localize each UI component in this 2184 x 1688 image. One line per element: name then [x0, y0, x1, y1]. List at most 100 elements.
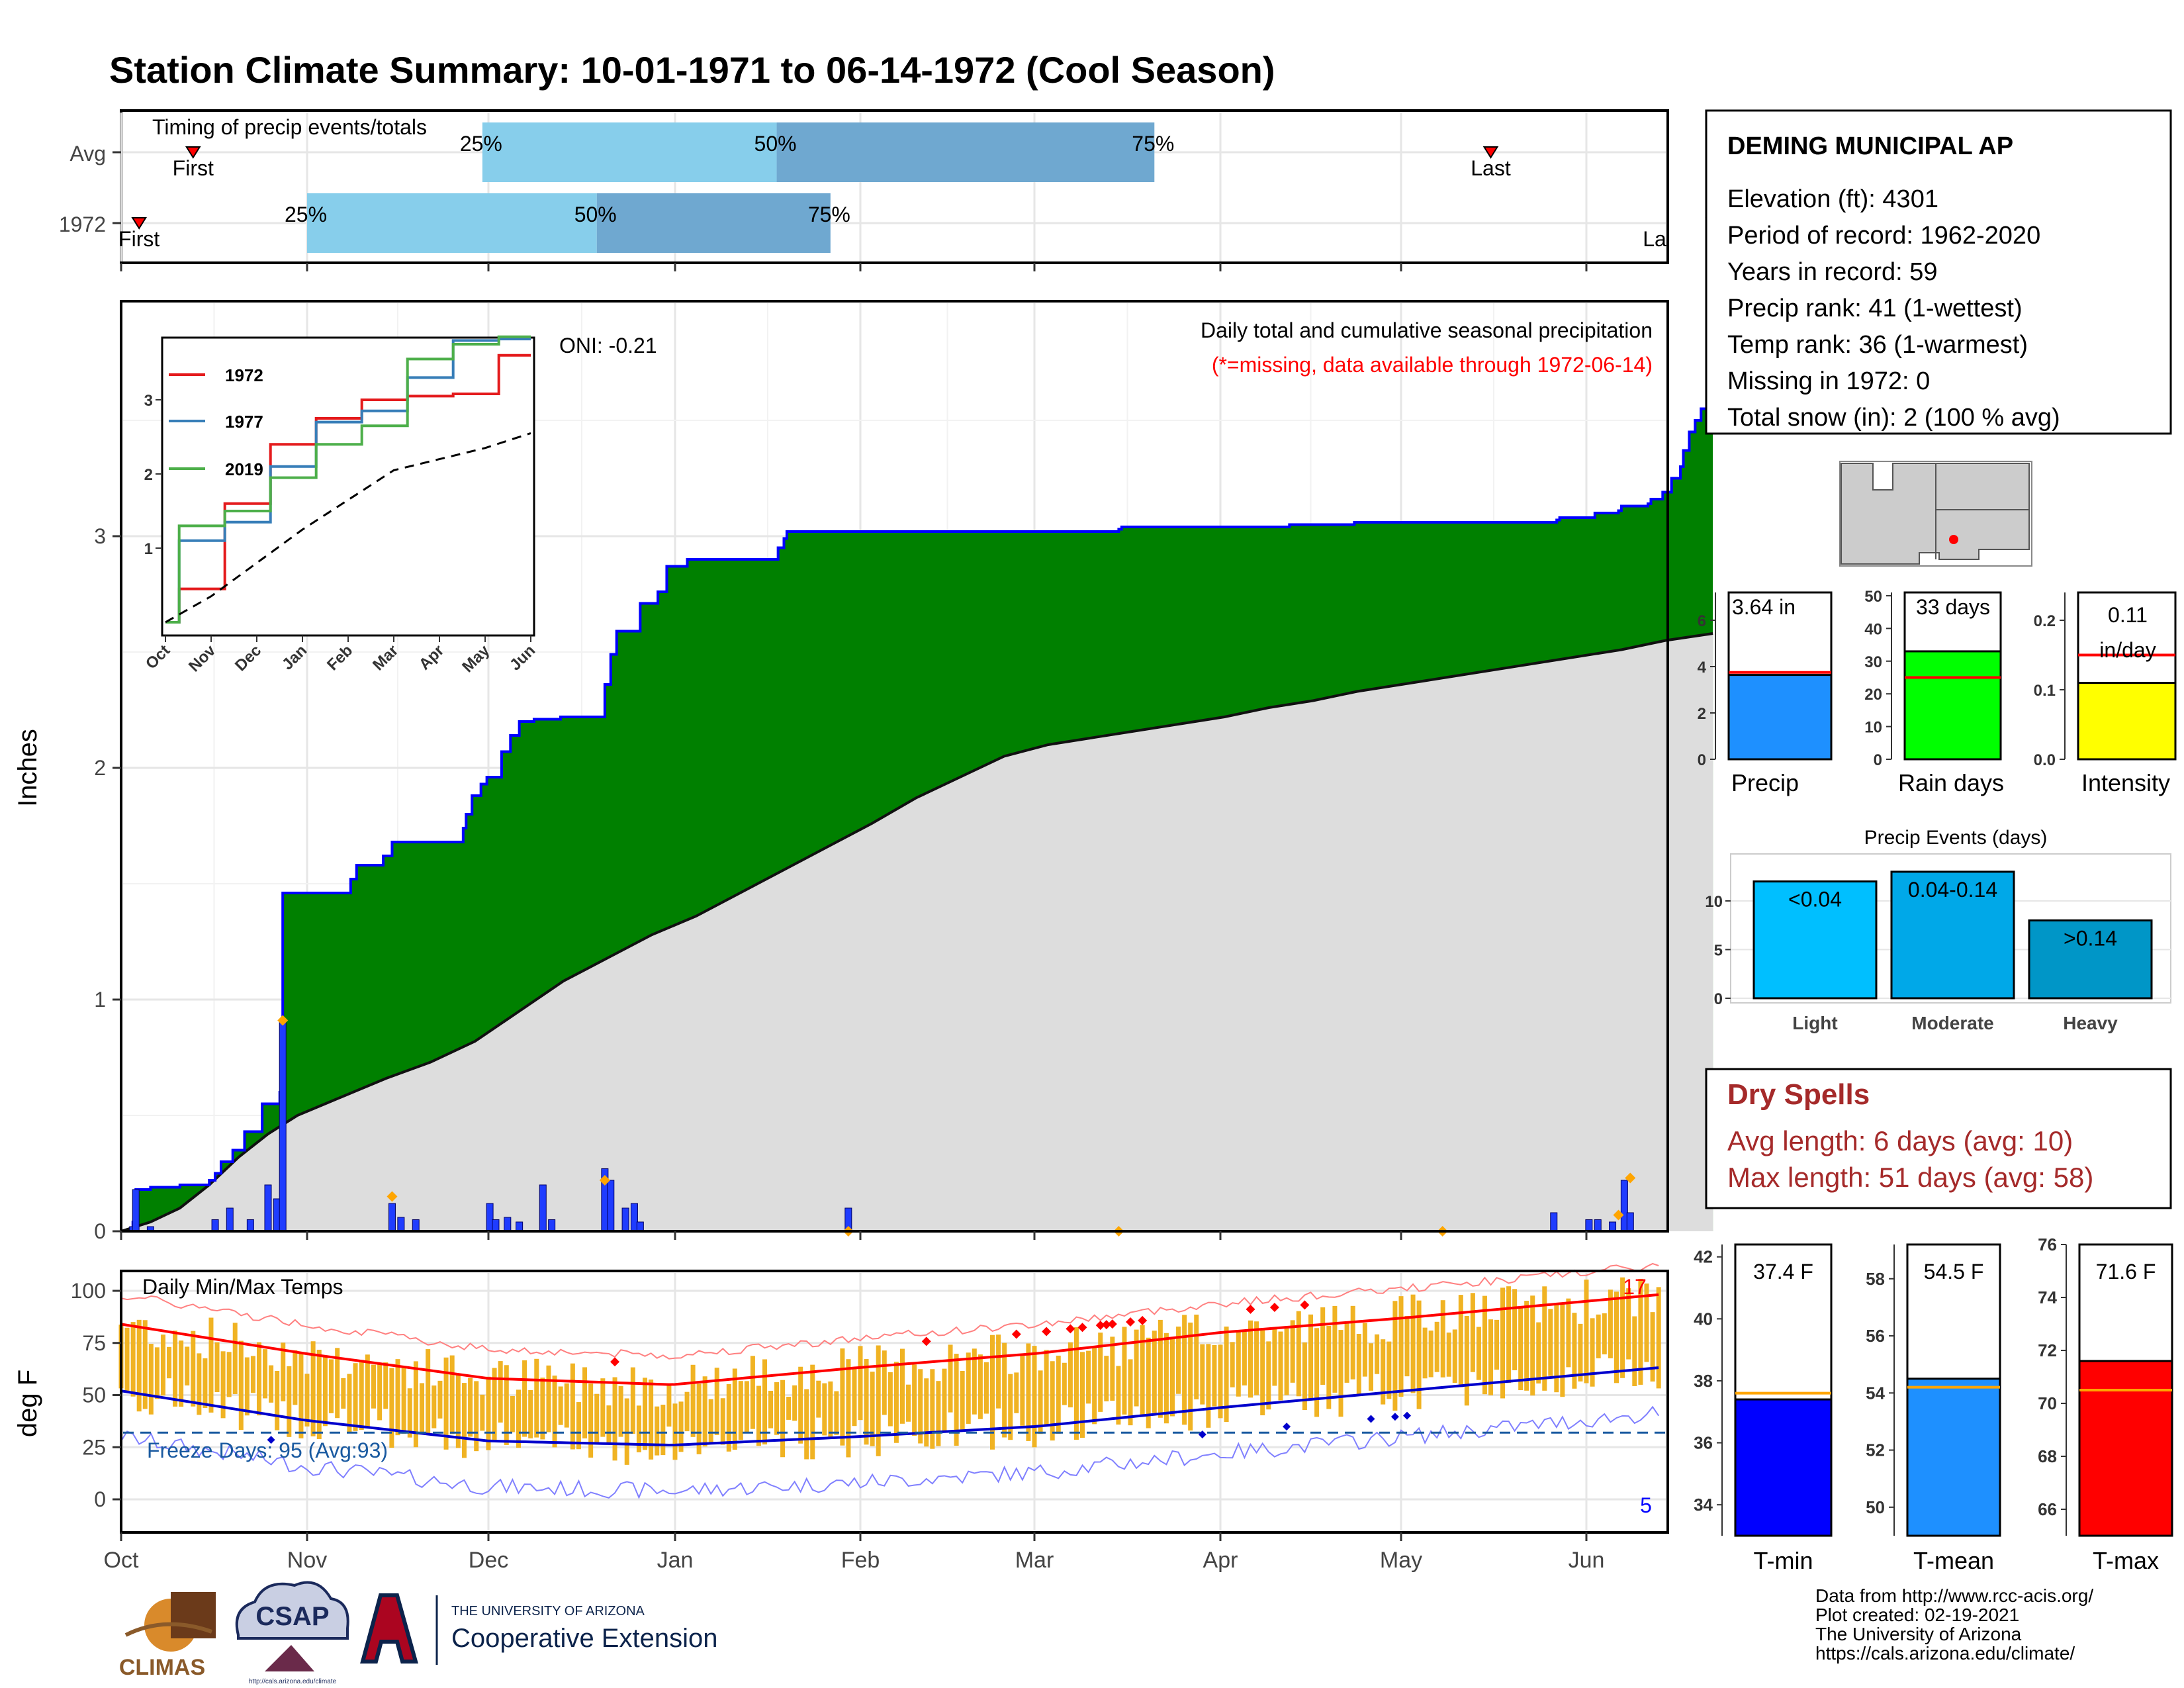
daily-temp-bar [395, 1359, 400, 1436]
timing-first-marker-1972 [131, 217, 147, 230]
daily-temp-bar [208, 1317, 214, 1413]
raindays-ytick-label-4: 40 [1864, 620, 1882, 638]
daily-temp-bar [377, 1364, 383, 1421]
daily-temp-bar [1464, 1315, 1469, 1406]
daily-precip-bar [504, 1217, 512, 1232]
events-ytick-label-5: 5 [1714, 942, 1723, 960]
temp-ytick-label-50: 50 [82, 1383, 106, 1407]
daily-temp-bar [702, 1376, 707, 1447]
daily-temp-bar [1608, 1289, 1613, 1358]
timing-pct-label-1972-2: 75% [808, 203, 850, 226]
daily-temp-bar [1410, 1294, 1416, 1393]
daily-temp-bar [1278, 1331, 1283, 1401]
daily-temp-bar [468, 1378, 473, 1437]
daily-precip-bar [388, 1203, 396, 1232]
daily-precip-bar [264, 1184, 272, 1232]
station-line-period: Period of record: 1962-2020 [1727, 222, 2040, 250]
precip-legend-line1: Daily total and cumulative seasonal prec… [1201, 318, 1653, 342]
daily-temp-bar [978, 1354, 983, 1419]
record-low-marker [1283, 1423, 1291, 1431]
inset-legend: 1972 1977 2019 [169, 365, 263, 479]
daily-temp-bar [828, 1381, 833, 1439]
tbar-T-max-ytick-label-66: 66 [2038, 1499, 2057, 1519]
daily-temp-bar [1362, 1323, 1367, 1377]
daily-temp-bar [1128, 1359, 1133, 1426]
daily-temp-bar [1620, 1277, 1625, 1378]
timing-bar-50-75-Avg [776, 122, 1155, 182]
events-ytick-label-0: 0 [1714, 990, 1723, 1008]
daily-temp-bar [1506, 1286, 1512, 1383]
daily-temp-bar [660, 1405, 666, 1456]
tbar-T-mean-label: T-mean [1913, 1547, 1994, 1574]
tbar-T-mean-ytick-label-54: 54 [1866, 1383, 1885, 1403]
ua-logo: THE UNIVERSITY OF ARIZONA Cooperative Ex… [360, 1593, 717, 1665]
precip-panel: 0 1 2 3 Inches ONI: -0.21 Daily total and c… [13, 300, 1715, 1243]
ua-big-text: Cooperative Extension [451, 1624, 717, 1653]
events-bar-value-moderate: 0.04-0.14 [1908, 878, 1997, 902]
events-bar-light [1752, 880, 1878, 1000]
daily-temp-bar [942, 1368, 947, 1432]
daily-temp-bar [413, 1361, 418, 1448]
precip-ytick-label-3: 6 [1698, 612, 1706, 630]
precip-legend-line2: (*=missing, data available through 1972-… [1212, 353, 1653, 377]
daily-temp-bar [1110, 1336, 1115, 1401]
timing-first-label-1972: First [118, 227, 159, 251]
daily-temp-bar [365, 1354, 370, 1428]
daily-temp-bar [1392, 1301, 1398, 1411]
daily-temp-bar [960, 1371, 965, 1432]
daily-temp-bar [1236, 1332, 1241, 1397]
daily-temp-bar [420, 1383, 425, 1432]
raindays-ytick-label-5: 50 [1864, 588, 1882, 606]
daily-temp-bar [238, 1340, 244, 1430]
daily-temp-bar [443, 1357, 449, 1450]
daily-temp-bar [203, 1358, 208, 1408]
daily-temp-bar [1272, 1327, 1277, 1386]
tbar-T-min-bar [1734, 1398, 1833, 1537]
timing-last-label-Avg: Last [1471, 156, 1511, 180]
daily-temp-bar [1080, 1352, 1085, 1438]
record-high-marker [1126, 1317, 1136, 1327]
daily-temp-bar [455, 1375, 461, 1448]
temps-frame [120, 1270, 1669, 1534]
daily-temp-bar [570, 1363, 575, 1450]
timing-title: Timing of precip events/totals [152, 115, 427, 139]
daily-temp-bar [918, 1369, 923, 1444]
daily-temp-bar [678, 1401, 684, 1452]
record-low-marker [1367, 1415, 1375, 1423]
tbar-T-min-label: T-min [1754, 1547, 1813, 1574]
locator-map [1839, 461, 2032, 567]
daily-temp-bar [906, 1384, 911, 1422]
daily-temp-bar [437, 1380, 443, 1419]
record-high-marker [610, 1357, 620, 1367]
daily-precip-bar [226, 1207, 234, 1232]
precip-ytick-label-1: 1 [94, 988, 106, 1011]
daily-temp-bar [636, 1405, 641, 1452]
daily-temp-bar [179, 1340, 184, 1407]
daily-temp-bar [329, 1359, 334, 1413]
daily-temp-bar [389, 1368, 394, 1448]
daily-temp-bar [341, 1378, 346, 1409]
daily-precip-bar [1585, 1219, 1593, 1232]
daily-temp-bar [876, 1345, 881, 1456]
daily-temp-bar [486, 1376, 491, 1450]
daily-temp-bar [1163, 1333, 1169, 1424]
daily-temp-bar [1020, 1356, 1025, 1426]
daily-temp-bar [1560, 1304, 1565, 1397]
events-bar-moderate [1890, 870, 2015, 1000]
daily-temp-bar [822, 1383, 827, 1436]
daily-temp-bar [1344, 1323, 1349, 1383]
events-bar-value-light: <0.04 [1788, 888, 1842, 912]
daily-temp-bar [600, 1378, 606, 1437]
raindays-bar [1903, 650, 2002, 761]
timing-panel: 25% 50% 75% First Last 25% 50% 75% First La Timin… [59, 109, 1721, 271]
snow-marker [277, 1015, 289, 1026]
tbar-T-max-ytick-label-76: 76 [2038, 1235, 2057, 1254]
inset-legend-1972: 1972 [225, 365, 263, 385]
daily-temp-bar [226, 1352, 232, 1397]
record-high-marker [1095, 1321, 1105, 1331]
record-high-line [120, 1262, 1659, 1360]
page-title: Station Climate Summary: 10-01-1971 to 0… [109, 49, 1275, 91]
month-label-Apr: Apr [1203, 1548, 1238, 1573]
record-high-marker [1042, 1327, 1052, 1336]
average-precip-line [120, 632, 1713, 1233]
